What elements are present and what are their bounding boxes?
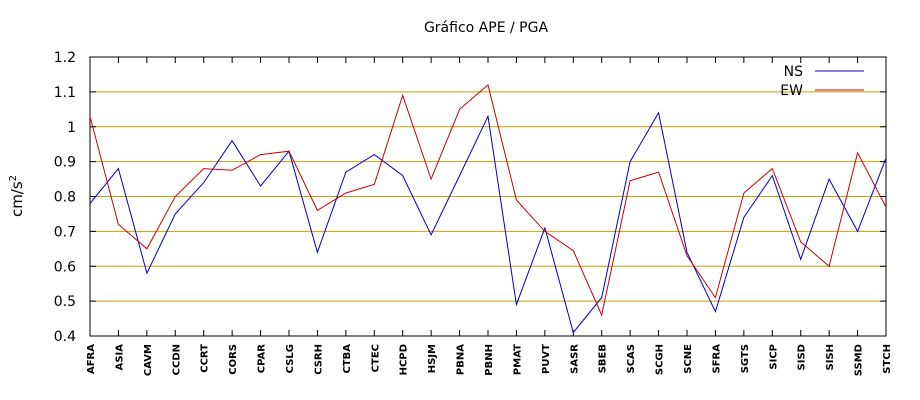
chart-title: Gráfico APE / PGA — [424, 20, 548, 36]
x-tick-label: SISH — [825, 344, 836, 371]
y-tick-label: 0.4 — [54, 329, 76, 345]
y-tick-label: 1.2 — [54, 50, 76, 66]
y-tick-label: 1 — [67, 120, 76, 136]
legend-label-ns: NS — [784, 64, 803, 80]
x-tick-label: HCPD — [399, 344, 410, 375]
x-tick-label: PMAT — [512, 344, 523, 375]
svg-text:cm/s2: cm/s2 — [8, 175, 26, 217]
y-axis-label: cm/s2 — [8, 175, 26, 217]
x-tick-label: PUVT — [541, 344, 552, 374]
y-axis-ticks: 0.4 0.5 0.6 0.7 0.8 0.9 1 1.1 1.2 — [54, 50, 886, 345]
x-tick-label: CTBA — [342, 344, 353, 374]
x-tick-label: CTEC — [370, 344, 381, 372]
legend-label-ew: EW — [780, 83, 803, 99]
x-tick-label: HSJM — [427, 344, 438, 373]
y-tick-label: 0.9 — [54, 155, 76, 171]
x-tick-label: SCGH — [655, 344, 666, 375]
x-tick-label: SGTS — [740, 344, 751, 373]
series-lines — [89, 83, 887, 334]
x-tick-label: SBEB — [598, 344, 609, 373]
series-line-ew — [89, 83, 887, 317]
x-tick-label: STCH — [882, 344, 893, 374]
y-tick-label: 0.7 — [54, 224, 76, 240]
series-line-ns — [89, 111, 887, 334]
x-tick-label: CSLG — [285, 344, 296, 373]
x-tick-label: CPAR — [257, 344, 268, 373]
x-tick-label: SCNE — [683, 344, 694, 374]
y-tick-label: 0.6 — [54, 259, 76, 275]
grid — [90, 91, 886, 302]
x-tick-label: SICP — [768, 344, 779, 370]
x-tick-label: AFRA — [86, 344, 97, 374]
x-tick-label: SCAS — [626, 344, 637, 373]
x-tick-label: PBNH — [484, 344, 495, 376]
x-tick-label: ASIA — [114, 344, 125, 371]
y-tick-label: 1.1 — [54, 85, 76, 101]
x-tick-label: SISD — [797, 344, 808, 370]
x-tick-label: SFRA — [711, 344, 722, 374]
y-tick-label: 0.8 — [54, 190, 76, 206]
x-tick-label: CCDN — [171, 344, 182, 375]
x-axis-ticks: AFRA ASIA CAVM CCDN CCRT CORS CPAR CSLG CSRH CTBA… — [86, 57, 893, 376]
x-tick-label: CSRH — [313, 344, 324, 375]
x-tick-label: SSMD — [854, 344, 865, 376]
legend: NS EW — [780, 64, 864, 99]
x-tick-label: PBNA — [456, 344, 467, 375]
x-tick-label: CORS — [228, 344, 239, 375]
y-axis-label-text: cm/s — [8, 181, 26, 217]
y-axis-label-exponent: 2 — [8, 175, 19, 181]
x-tick-label: CAVM — [143, 344, 154, 376]
x-tick-label: SASR — [569, 344, 580, 374]
x-tick-label: CCRT — [200, 344, 211, 373]
y-tick-label: 0.5 — [54, 294, 76, 310]
